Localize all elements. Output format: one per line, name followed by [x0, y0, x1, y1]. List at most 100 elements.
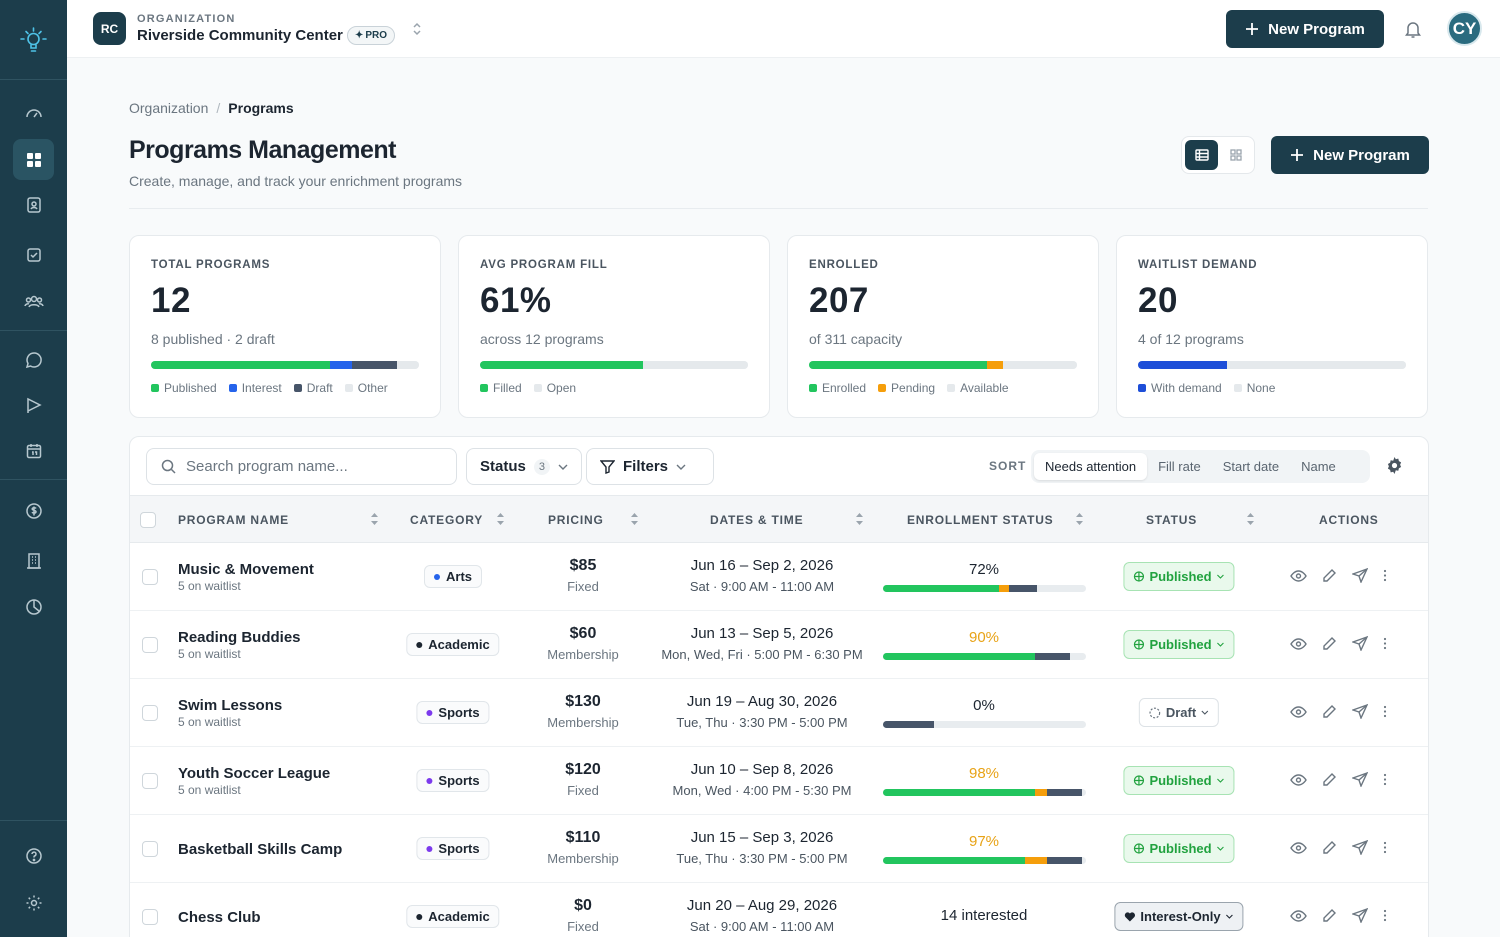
send-icon[interactable] [1352, 704, 1368, 719]
col-enrollment-status[interactable]: ENROLLMENT STATUS [907, 513, 1054, 527]
org-avatar[interactable]: RC [93, 12, 126, 45]
sort-option[interactable]: Needs attention [1034, 453, 1148, 480]
row-checkbox[interactable] [142, 569, 158, 585]
filters-button[interactable]: Filters [586, 448, 714, 485]
status-dropdown[interactable]: Published [1123, 562, 1235, 591]
sidebar-item-billing[interactable] [13, 490, 54, 531]
sort-icon[interactable] [370, 512, 379, 526]
gear-icon[interactable] [1386, 457, 1403, 474]
eye-icon[interactable] [1290, 773, 1307, 786]
pencil-icon[interactable] [1322, 908, 1337, 923]
sort-icon[interactable] [1246, 512, 1255, 526]
sidebar-item-dashboard[interactable] [13, 92, 54, 133]
send-icon[interactable] [1352, 772, 1368, 787]
status-dropdown[interactable]: Published [1123, 834, 1235, 863]
new-program-button-top[interactable]: New Program [1226, 10, 1384, 48]
pencil-icon[interactable] [1322, 840, 1337, 855]
status-dropdown[interactable]: Published [1123, 630, 1235, 659]
date-range: Jun 13 – Sep 5, 2026 [690, 625, 834, 642]
col-status[interactable]: STATUS [1146, 513, 1198, 527]
org-switcher-icon[interactable] [411, 20, 423, 38]
select-all-checkbox[interactable] [140, 512, 156, 528]
sort-option[interactable]: Start date [1222, 459, 1280, 474]
eye-icon[interactable] [1290, 569, 1307, 582]
legend-label: Published [164, 381, 217, 395]
sort-icon[interactable] [1075, 512, 1084, 526]
sort-icon[interactable] [630, 512, 639, 526]
table-view-button[interactable] [1185, 140, 1218, 170]
pencil-icon[interactable] [1322, 636, 1337, 651]
category-badge: Sports [416, 701, 490, 724]
send-icon[interactable] [1352, 636, 1368, 651]
breadcrumb-organization[interactable]: Organization [129, 100, 209, 116]
more-vertical-icon[interactable] [1383, 841, 1387, 854]
sort-option[interactable]: Name [1301, 459, 1336, 474]
more-vertical-icon[interactable] [1383, 773, 1387, 786]
status-dropdown[interactable]: Draft [1138, 698, 1220, 727]
more-vertical-icon[interactable] [1383, 705, 1387, 718]
program-name[interactable]: Music & Movement [178, 561, 314, 578]
sidebar-item-calendar[interactable] [13, 430, 54, 471]
eye-icon[interactable] [1290, 637, 1307, 650]
table-row[interactable]: Reading Buddies 5 on waitlist Academic $60 M… [130, 611, 1428, 679]
status-filter-button[interactable]: Status 3 [466, 448, 582, 485]
sort-icon[interactable] [855, 512, 864, 526]
row-checkbox[interactable] [142, 773, 158, 789]
table-row[interactable]: Music & Movement 5 on waitlist Arts $85 Fixe… [130, 543, 1428, 611]
program-name[interactable]: Reading Buddies [178, 629, 301, 646]
table-row[interactable]: Chess Club Academic $0 Fixed Jun 20 – Aug 29… [130, 883, 1428, 937]
eye-icon[interactable] [1290, 909, 1307, 922]
sort-option[interactable]: Fill rate [1158, 459, 1201, 474]
program-name[interactable]: Swim Lessons [178, 697, 283, 714]
new-program-button[interactable]: New Program [1271, 136, 1429, 174]
program-name[interactable]: Youth Soccer League [178, 765, 331, 782]
bell-icon[interactable] [1404, 19, 1422, 39]
sidebar-item-contacts[interactable] [13, 184, 54, 225]
program-name[interactable]: Chess Club [178, 909, 261, 926]
sidebar-item-reports[interactable] [13, 586, 54, 627]
table-row[interactable]: Basketball Skills Camp Sports $110 Membersh… [130, 815, 1428, 883]
sidebar-item-tasks[interactable] [13, 234, 54, 275]
pencil-icon[interactable] [1322, 772, 1337, 787]
grid-view-button[interactable] [1219, 140, 1252, 170]
program-name[interactable]: Basketball Skills Camp [178, 841, 343, 858]
more-vertical-icon[interactable] [1383, 637, 1387, 650]
user-avatar[interactable]: CY [1447, 11, 1482, 46]
org-name[interactable]: Riverside Community Center [137, 27, 343, 44]
col-dates-time[interactable]: DATES & TIME [710, 513, 804, 527]
date-range: Jun 19 – Aug 30, 2026 [686, 693, 838, 710]
eye-icon[interactable] [1290, 705, 1307, 718]
row-checkbox[interactable] [142, 705, 158, 721]
sidebar-item-messages[interactable] [13, 339, 54, 380]
table-row[interactable]: Swim Lessons 5 on waitlist Sports $130 Membe… [130, 679, 1428, 747]
sidebar-item-campaigns[interactable] [13, 385, 54, 426]
search-input[interactable]: Search program name... [146, 448, 457, 485]
building-icon [25, 552, 43, 570]
sidebar-item-help[interactable] [13, 835, 54, 876]
table-row[interactable]: Youth Soccer League 5 on waitlist Sports $1… [130, 747, 1428, 815]
progress-segment [1138, 361, 1228, 369]
row-checkbox[interactable] [142, 637, 158, 653]
more-vertical-icon[interactable] [1383, 909, 1387, 922]
pencil-icon[interactable] [1322, 704, 1337, 719]
row-checkbox[interactable] [142, 841, 158, 857]
send-icon[interactable] [1352, 840, 1368, 855]
more-vertical-icon[interactable] [1383, 569, 1387, 582]
col-program-name[interactable]: PROGRAM NAME [178, 513, 289, 527]
pencil-icon[interactable] [1322, 568, 1337, 583]
legend-swatch [344, 384, 353, 392]
status-dropdown[interactable]: Published [1123, 766, 1235, 795]
col-pricing[interactable]: PRICING [548, 513, 604, 527]
send-icon[interactable] [1352, 568, 1368, 583]
row-checkbox[interactable] [142, 909, 158, 925]
col-category[interactable]: CATEGORY [410, 513, 484, 527]
send-icon[interactable] [1352, 908, 1368, 923]
sidebar-item-members[interactable] [13, 280, 54, 321]
sort-icon[interactable] [496, 512, 505, 526]
status-dropdown[interactable]: Interest-Only [1114, 902, 1244, 931]
sidebar-item-settings[interactable] [13, 882, 54, 923]
sidebar-item-facilities[interactable] [13, 540, 54, 581]
sidebar-item-programs[interactable] [13, 139, 54, 180]
legend-swatch [151, 384, 159, 392]
eye-icon[interactable] [1290, 841, 1307, 854]
